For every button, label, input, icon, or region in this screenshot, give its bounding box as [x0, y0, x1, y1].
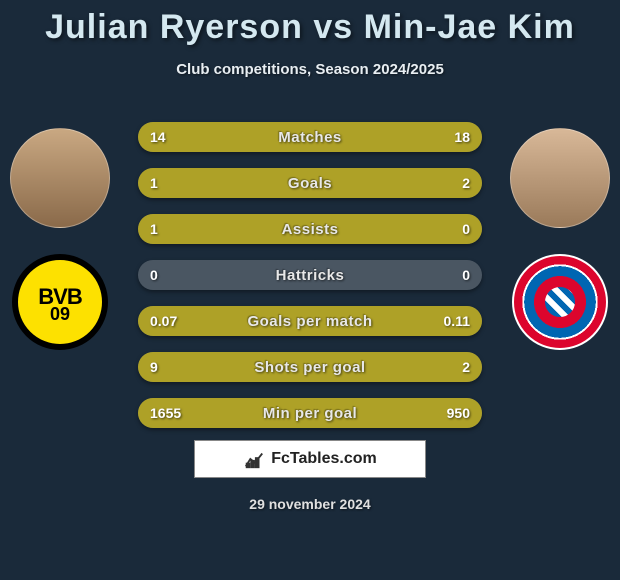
stat-row-shots-per-goal: 92Shots per goal — [138, 352, 482, 382]
stat-row-hattricks: 00Hattricks — [138, 260, 482, 290]
stat-label: Goals per match — [138, 306, 482, 336]
footer-brand-badge: FcTables.com — [194, 440, 426, 478]
stat-row-min-per-goal: 1655950Min per goal — [138, 398, 482, 428]
bvb-badge: BVB 09 — [12, 254, 108, 350]
stat-label: Hattricks — [138, 260, 482, 290]
comparison-bars: 1418Matches 12Goals 10Assists 00Hattricks 0.… — [138, 122, 482, 444]
stat-label: Matches — [138, 122, 482, 152]
stat-label: Goals — [138, 168, 482, 198]
chart-icon — [243, 448, 265, 470]
player-left-avatar — [10, 128, 110, 228]
stat-label: Shots per goal — [138, 352, 482, 382]
stat-label: Assists — [138, 214, 482, 244]
stat-row-goals: 12Goals — [138, 168, 482, 198]
club-left-badge: BVB 09 — [10, 252, 110, 352]
footer-brand-text: FcTables.com — [271, 450, 377, 468]
stat-row-matches: 1418Matches — [138, 122, 482, 152]
footer-date: 29 november 2024 — [0, 496, 620, 512]
bvb-text-bottom: 09 — [50, 306, 70, 322]
page-subtitle: Club competitions, Season 2024/2025 — [0, 61, 620, 78]
stat-label: Min per goal — [138, 398, 482, 428]
stat-row-assists: 10Assists — [138, 214, 482, 244]
club-right-badge — [510, 252, 610, 352]
page-title: Julian Ryerson vs Min-Jae Kim — [0, 0, 620, 47]
stat-row-goals-per-match: 0.070.11Goals per match — [138, 306, 482, 336]
player-right-avatar — [510, 128, 610, 228]
fcb-badge — [512, 254, 608, 350]
